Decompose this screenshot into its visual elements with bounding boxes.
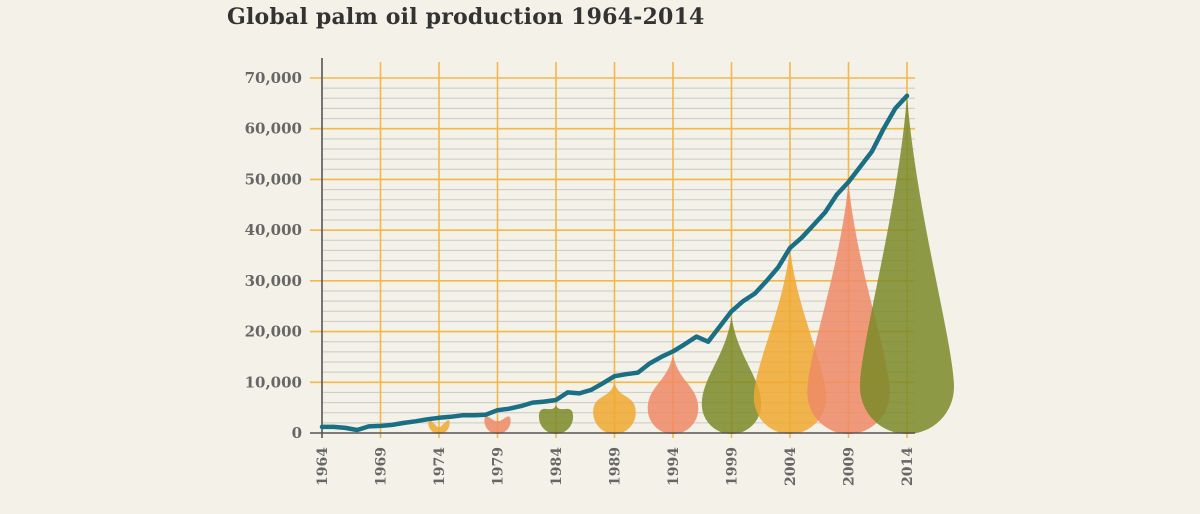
data-point: [625, 372, 628, 376]
data-point: [835, 193, 838, 196]
data-point: [367, 425, 370, 428]
oil-drops: [428, 95, 954, 435]
data-point: [870, 150, 874, 153]
data-point: [777, 265, 780, 269]
x-tick-labels: 1964 1969 1974 1979 1984 1989 1994 1999 2004 2009…: [315, 447, 916, 486]
y-tick-label: 10,000: [245, 373, 302, 391]
data-point: [859, 165, 862, 168]
data-point: [508, 407, 511, 410]
y-tick-labels: 0 10,000 20,000 30,000 40,000 50,000 60,000 70,…: [245, 69, 302, 442]
data-point: [882, 127, 885, 130]
x-tick-label: 1969: [374, 447, 390, 486]
data-point: [379, 424, 382, 428]
y-tick-label: 50,000: [245, 170, 302, 188]
data-point: [706, 340, 710, 343]
y-tick-label: 70,000: [245, 69, 302, 87]
x-tick-label: 2014: [900, 447, 916, 486]
minor-gridlines: [322, 87, 915, 424]
data-point: [683, 343, 686, 346]
data-point: [566, 391, 569, 394]
data-point: [589, 388, 593, 392]
y-tick-label: 20,000: [245, 323, 302, 341]
data-point: [332, 425, 335, 429]
data-point: [905, 94, 909, 97]
y-tick-label: 40,000: [245, 221, 302, 239]
data-point: [461, 414, 464, 417]
oil-drop-1994: [647, 354, 699, 434]
data-point: [788, 246, 792, 250]
data-point: [894, 107, 897, 110]
data-point: [472, 414, 476, 417]
data-point: [695, 335, 698, 338]
data-point: [344, 426, 347, 430]
data-point: [765, 279, 768, 283]
data-point: [554, 398, 558, 402]
oil-drop-1974: [428, 420, 450, 434]
data-point: [402, 421, 406, 425]
data-point: [578, 392, 581, 395]
data-point: [671, 350, 675, 353]
data-point: [484, 413, 487, 416]
data-point: [355, 428, 359, 432]
data-point: [718, 325, 721, 328]
data-point: [531, 401, 534, 404]
data-point: [823, 211, 827, 214]
x-tick-label: 1994: [666, 447, 682, 486]
data-point: [320, 425, 324, 429]
data-point: [648, 362, 651, 365]
data-point: [449, 415, 452, 418]
data-point: [613, 375, 616, 378]
data-point: [847, 180, 850, 184]
oil-drop-1979: [484, 416, 511, 435]
oil-drop-2014: [860, 95, 954, 434]
x-tick-label: 1979: [491, 447, 507, 486]
data-point: [601, 382, 604, 385]
data-point: [636, 371, 640, 374]
y-tick-label: 30,000: [245, 272, 302, 290]
x-tick-label: 1989: [608, 447, 624, 486]
data-point: [753, 292, 757, 295]
x-tick-label: 1974: [432, 447, 448, 486]
data-point: [519, 404, 523, 408]
x-tick-label: 1964: [315, 447, 331, 486]
data-point: [391, 423, 394, 427]
y-tick-label: 60,000: [245, 120, 302, 138]
data-point: [742, 299, 745, 303]
data-point: [437, 416, 441, 419]
oil-drop-1984: [538, 405, 574, 434]
oil-drop-1989: [593, 382, 636, 435]
chart-title: Global palm oil production 1964-2014: [227, 4, 705, 30]
x-tick-label: 1999: [725, 447, 741, 486]
data-point: [496, 408, 499, 412]
data-point: [730, 310, 733, 313]
data-point: [426, 418, 429, 421]
x-tick-label: 2004: [783, 447, 799, 486]
axes: [310, 58, 915, 438]
data-point: [543, 400, 546, 403]
data-point: [800, 236, 803, 239]
data-point: [414, 420, 417, 423]
data-point: [660, 355, 663, 359]
x-tick-label: 1984: [549, 447, 565, 486]
oil-drop-1999: [701, 316, 762, 434]
y-tick-label: 0: [292, 424, 302, 442]
production-line: [319, 93, 910, 433]
x-tick-label: 2009: [842, 447, 858, 486]
data-point: [812, 223, 815, 227]
